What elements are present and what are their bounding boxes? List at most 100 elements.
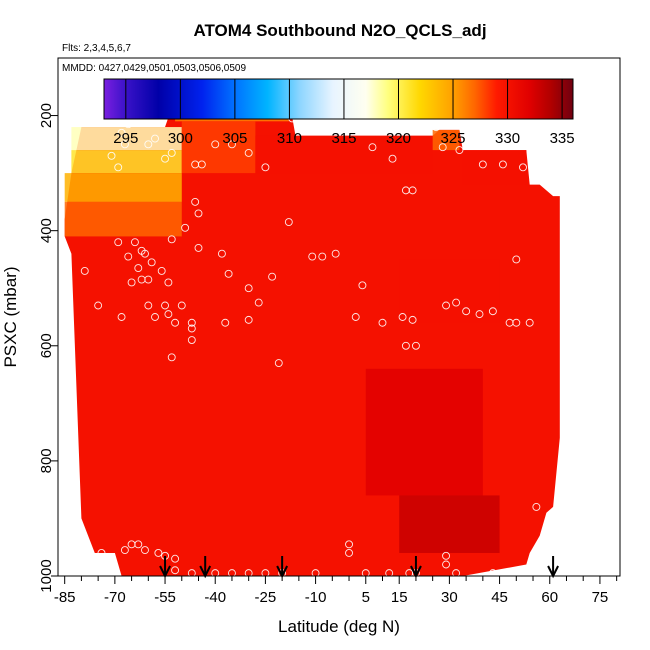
x-tick-label: 30 xyxy=(441,589,458,606)
observation-point xyxy=(368,143,377,152)
observation-point xyxy=(345,549,353,557)
observation-point xyxy=(519,163,527,172)
observation-point xyxy=(328,125,337,134)
heatmap-field xyxy=(64,98,560,576)
observation-point xyxy=(117,128,126,137)
observation-point xyxy=(124,120,133,129)
colorbar-tick-label: 335 xyxy=(550,130,575,147)
observation-point xyxy=(442,560,450,569)
observation-point xyxy=(525,318,534,327)
observation-point xyxy=(475,310,484,319)
observation-point xyxy=(141,546,149,555)
observation-point xyxy=(411,341,420,350)
observation-point xyxy=(107,151,116,160)
observation-point xyxy=(569,195,578,203)
x-axis-label: Latitude (deg N) xyxy=(278,617,400,636)
observation-point xyxy=(217,249,226,258)
colorbar-tick-label: 305 xyxy=(222,130,247,147)
y-tick-label: 200 xyxy=(38,103,55,128)
heatmap-cell xyxy=(255,135,433,174)
observation-point xyxy=(244,284,253,293)
observation-point xyxy=(228,140,236,149)
observation-point xyxy=(197,160,206,169)
heatmap-cell xyxy=(71,150,182,174)
observation-point xyxy=(167,149,176,157)
observation-point xyxy=(147,258,156,267)
flights-label: Flts: 2,3,4,5,6,7 xyxy=(62,43,131,54)
observation-point xyxy=(127,278,136,287)
observation-point xyxy=(151,134,159,143)
observation-point xyxy=(187,324,196,333)
observation-point xyxy=(167,235,176,244)
plot-frame xyxy=(57,57,621,577)
observation-point xyxy=(488,569,497,578)
observation-point xyxy=(244,315,253,324)
observation-point xyxy=(254,298,263,307)
observation-point xyxy=(532,502,541,511)
x-tick-label: 75 xyxy=(592,589,609,606)
observation-point xyxy=(498,160,507,169)
observation-point xyxy=(124,252,133,261)
y-axis: 200 400 600 800 1000 xyxy=(38,103,58,593)
observation-point xyxy=(455,146,464,155)
observation-point xyxy=(452,298,461,307)
colorbar-tick-label: 330 xyxy=(495,130,520,147)
observation-point xyxy=(274,359,283,367)
x-tick-label: -70 xyxy=(104,589,126,606)
x-tick-label: -10 xyxy=(305,589,327,606)
observation-point xyxy=(117,313,126,321)
chart-title: ATOM4 Southbound N2O_QCLS_adj xyxy=(193,21,486,40)
observation-point xyxy=(144,301,153,310)
heatmap-cell xyxy=(399,495,500,553)
observation-point xyxy=(134,540,143,549)
observation-point xyxy=(345,540,353,549)
observation-point xyxy=(144,140,153,149)
heatmap-cell xyxy=(71,127,182,151)
colorbar-tick-label: 295 xyxy=(113,130,138,147)
observation-point xyxy=(154,549,163,557)
observation-point xyxy=(432,123,440,132)
observation-point xyxy=(358,281,367,290)
observation-point xyxy=(478,160,487,169)
observation-point xyxy=(261,163,270,172)
profile-marker-arrow xyxy=(547,556,559,579)
observation-point xyxy=(157,267,166,275)
observation-point xyxy=(130,238,139,247)
dates-label: MMDD: 0427,0429,0501,0503,0506,0509 xyxy=(62,63,246,74)
colorbar-tick-label: 315 xyxy=(331,130,356,147)
observation-point xyxy=(388,154,397,163)
heatmap-cell xyxy=(365,368,483,496)
observation-point xyxy=(211,140,220,149)
x-tick-label: -40 xyxy=(204,589,226,606)
observation-point xyxy=(318,252,327,261)
observation-point xyxy=(164,310,173,319)
x-tick-label: -55 xyxy=(154,589,176,606)
observation-point xyxy=(80,267,89,275)
observation-point xyxy=(224,269,233,278)
y-tick-label: 600 xyxy=(38,333,55,358)
colorbar-tick-label: 310 xyxy=(277,130,302,147)
observation-point xyxy=(187,318,196,327)
observation-point xyxy=(171,318,180,327)
observation-point xyxy=(187,336,196,344)
heatmap-cell xyxy=(399,259,500,323)
observation-point xyxy=(452,569,461,578)
heatmap-cell xyxy=(64,173,182,202)
observation-point xyxy=(378,318,387,327)
observation-point xyxy=(401,341,410,350)
colorbar-tick-label: 300 xyxy=(168,130,193,147)
observation-point xyxy=(565,186,574,195)
observation-point xyxy=(177,301,186,310)
observation-point xyxy=(442,301,450,310)
observation-point xyxy=(194,209,203,218)
observation-point xyxy=(408,315,417,324)
observation-point xyxy=(191,197,200,206)
observation-point xyxy=(442,551,450,560)
observation-point xyxy=(512,255,521,264)
colorbar-tick-label: 325 xyxy=(441,130,466,147)
observation-point xyxy=(308,252,317,261)
colorbar-gradient xyxy=(103,78,574,120)
observation-point xyxy=(134,264,143,273)
heatmap-cell xyxy=(462,150,527,185)
